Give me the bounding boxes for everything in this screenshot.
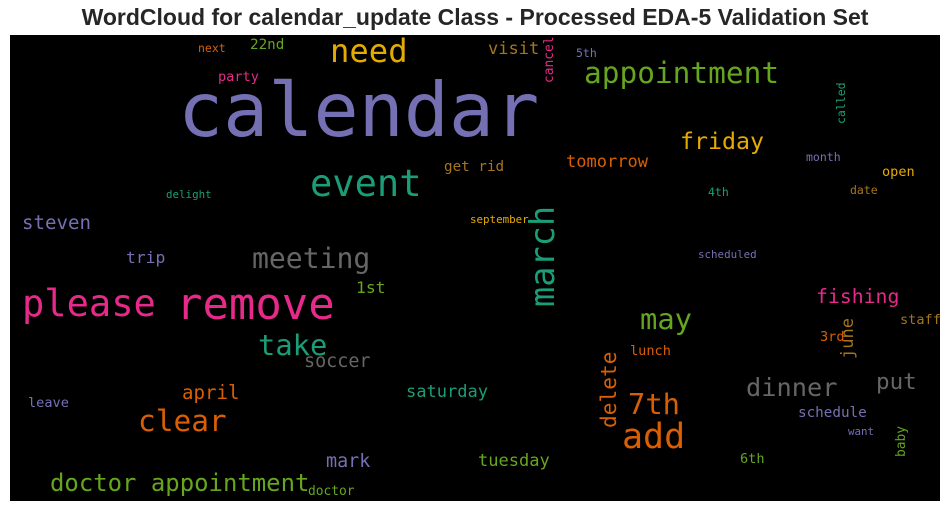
word-month: month (806, 150, 841, 164)
word-march: march (523, 205, 562, 307)
word-cancel: cancel (542, 36, 557, 83)
word-3rd: 3rd (820, 329, 845, 345)
word-september: september (470, 213, 529, 226)
word-4th: 4th (708, 185, 729, 199)
word-calendar: calendar (178, 66, 540, 154)
word-trip: trip (126, 248, 166, 267)
word-doctor-appointment: doctor appointment (50, 469, 310, 497)
word-visit: visit (488, 39, 540, 59)
word-schedule: schedule (798, 405, 867, 421)
word-fishing: fishing (816, 285, 900, 308)
word-tuesday: tuesday (478, 451, 550, 471)
word-mark: mark (326, 451, 371, 472)
word-clear: clear (138, 404, 227, 438)
chart-title: WordCloud for calendar_update Class - Pr… (81, 4, 869, 30)
word-delete: delete (596, 351, 621, 428)
word-5th: 5th (576, 46, 597, 60)
word-may: may (640, 302, 692, 336)
word-dinner: dinner (746, 372, 838, 402)
word-remove: remove (176, 279, 335, 330)
word-delight: delight (166, 188, 212, 201)
word-22nd: 22nd (250, 37, 285, 53)
word-take: take (258, 328, 328, 362)
word-event: event (310, 162, 422, 205)
word-want: want (848, 425, 875, 438)
word-scheduled: scheduled (698, 248, 757, 261)
word-staff: staff (900, 312, 941, 328)
word-next: next (198, 41, 226, 55)
word-need: need (330, 32, 408, 70)
word-lunch: lunch (630, 343, 671, 359)
word-1st: 1st (356, 278, 386, 297)
word-doctor: doctor (308, 484, 355, 499)
word-saturday: saturday (406, 382, 489, 402)
word-called: called (834, 82, 848, 124)
word-date: date (850, 183, 878, 197)
word-soccer: soccer (304, 351, 371, 372)
word-get-rid: get rid (444, 159, 505, 175)
word-put: put (876, 369, 917, 395)
word-party: party (218, 69, 259, 85)
word-friday: friday (680, 128, 764, 155)
word-6th: 6th (740, 451, 765, 467)
word-tomorrow: tomorrow (566, 152, 649, 172)
word-leave: leave (28, 395, 69, 411)
word-appointment: appointment (584, 56, 780, 90)
word-open: open (882, 164, 915, 180)
word-april: april (182, 381, 240, 404)
word-steven: steven (22, 211, 92, 234)
word-baby: baby (894, 425, 909, 457)
word-7th: 7th (628, 387, 680, 421)
word-meeting: meeting (252, 242, 371, 275)
word-please: please (22, 282, 156, 325)
word-cloud: calendar remove please event march need add app… (10, 32, 941, 501)
word-add: add (622, 417, 686, 457)
